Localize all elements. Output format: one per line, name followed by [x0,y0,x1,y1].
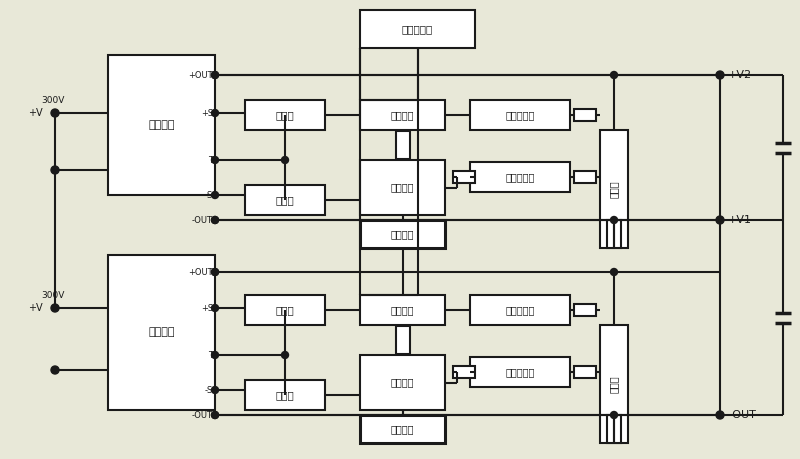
FancyBboxPatch shape [607,415,621,443]
Circle shape [211,352,218,358]
FancyBboxPatch shape [245,185,325,215]
Text: 电压锁存器: 电压锁存器 [506,305,534,315]
Text: 自锁鉴别器: 自锁鉴别器 [506,367,534,377]
Text: +V: +V [28,303,43,313]
Text: +V1: +V1 [728,215,752,225]
Text: 节拍开关: 节拍开关 [390,305,414,315]
Circle shape [51,109,59,117]
Text: -S: -S [205,190,213,200]
Circle shape [211,269,218,275]
Text: 电压锁存器: 电压锁存器 [506,110,534,120]
Text: 上调节: 上调节 [276,305,294,315]
Circle shape [51,366,59,374]
Circle shape [211,386,218,393]
Text: 节拍发生器: 节拍发生器 [402,24,433,34]
Text: T: T [208,351,213,359]
FancyBboxPatch shape [470,100,570,130]
Text: 调节开关: 调节开关 [390,377,414,387]
Text: +V: +V [28,108,43,118]
FancyBboxPatch shape [453,171,474,183]
Text: 模块电源: 模块电源 [148,120,174,130]
FancyBboxPatch shape [600,130,628,248]
Circle shape [51,304,59,312]
Circle shape [610,412,618,419]
Circle shape [51,166,59,174]
Text: T: T [208,156,213,164]
FancyBboxPatch shape [108,55,215,195]
FancyBboxPatch shape [395,326,410,354]
Text: +OUT: +OUT [188,268,213,276]
Text: 自锁鉴别器: 自锁鉴别器 [506,172,534,182]
Text: 300V: 300V [42,291,65,300]
Circle shape [211,110,218,117]
Text: +S: +S [201,303,213,313]
Text: +S: +S [201,108,213,118]
FancyBboxPatch shape [470,162,570,192]
Text: -OUT: -OUT [192,215,213,224]
Circle shape [282,157,289,163]
FancyBboxPatch shape [395,131,410,159]
FancyBboxPatch shape [360,415,445,443]
Circle shape [211,304,218,312]
FancyBboxPatch shape [574,366,596,378]
Circle shape [211,217,218,224]
FancyBboxPatch shape [574,109,596,121]
Text: 调节开关: 调节开关 [390,183,414,192]
Text: 下调节: 下调节 [276,195,294,205]
FancyBboxPatch shape [360,355,445,410]
Circle shape [610,72,618,78]
Circle shape [716,216,724,224]
FancyBboxPatch shape [360,10,475,48]
Circle shape [716,71,724,79]
FancyBboxPatch shape [360,295,445,325]
FancyBboxPatch shape [360,220,445,248]
FancyBboxPatch shape [574,304,596,316]
Text: 控制器: 控制器 [609,375,619,393]
Circle shape [716,411,724,419]
Circle shape [211,72,218,78]
Circle shape [211,191,218,198]
Text: -OUT: -OUT [728,410,756,420]
Text: 节拍开关: 节拍开关 [390,110,414,120]
FancyBboxPatch shape [245,380,325,410]
Text: 300V: 300V [42,96,65,105]
Text: +V2: +V2 [728,70,752,80]
Text: 上调节: 上调节 [276,110,294,120]
Circle shape [282,352,289,358]
Circle shape [211,72,218,78]
FancyBboxPatch shape [470,295,570,325]
FancyBboxPatch shape [360,160,445,215]
FancyBboxPatch shape [574,171,596,183]
Text: 电流采样: 电流采样 [390,229,414,239]
Text: 模块电源: 模块电源 [148,328,174,337]
FancyBboxPatch shape [360,100,445,130]
Text: -OUT: -OUT [192,410,213,420]
Circle shape [211,412,218,419]
Circle shape [211,269,218,275]
Circle shape [211,217,218,224]
Text: 控制器: 控制器 [609,180,619,198]
Text: -S: -S [205,386,213,394]
FancyBboxPatch shape [245,295,325,325]
FancyBboxPatch shape [600,325,628,443]
FancyBboxPatch shape [108,255,215,410]
FancyBboxPatch shape [453,366,474,378]
Text: 下调节: 下调节 [276,390,294,400]
Circle shape [211,157,218,163]
Circle shape [610,217,618,224]
FancyBboxPatch shape [607,220,621,248]
Circle shape [610,269,618,275]
Circle shape [211,412,218,419]
Text: 电流采样: 电流采样 [390,424,414,434]
FancyBboxPatch shape [470,357,570,387]
Text: +OUT: +OUT [188,71,213,79]
FancyBboxPatch shape [245,100,325,130]
